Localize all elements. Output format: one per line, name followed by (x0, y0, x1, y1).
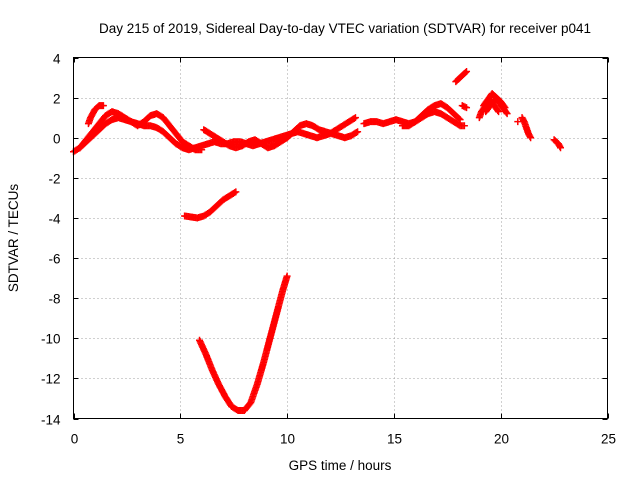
y-tick-label: 4 (53, 52, 61, 67)
data-point (461, 69, 469, 77)
data-point (350, 114, 358, 122)
series-arc-14 (550, 136, 565, 152)
data-point (527, 134, 535, 142)
data-point (283, 272, 291, 280)
data-point (557, 144, 565, 152)
data-point (495, 108, 503, 116)
data-point (514, 118, 522, 126)
y-tick-label: -4 (48, 212, 60, 227)
data-point (455, 115, 463, 123)
y-tick-label: -10 (41, 332, 61, 347)
data-point (231, 189, 239, 197)
data-point (460, 122, 468, 130)
series-arc-2 (76, 108, 206, 154)
x-tick-label: 0 (71, 432, 79, 447)
y-axis-label: SDTVAR / TECUs (6, 184, 21, 293)
y-tick-label: -8 (48, 292, 60, 307)
y-tick-label: 2 (53, 92, 61, 107)
data-point (351, 114, 359, 122)
series-arc-15 (181, 188, 240, 222)
data-point (456, 116, 464, 124)
x-tick-label: 25 (601, 432, 616, 447)
series-arc-4 (200, 120, 362, 152)
data-point (99, 102, 107, 110)
series-arc-8 (458, 102, 471, 112)
data-point (198, 146, 206, 154)
y-tick-label: -6 (48, 252, 60, 267)
data-points-layer (70, 68, 565, 414)
x-tick-label: 10 (280, 432, 295, 447)
x-tick-label: 20 (494, 432, 509, 447)
series-arc-7 (452, 68, 471, 86)
y-tick-label: -14 (41, 413, 61, 428)
x-tick-label: 5 (177, 432, 185, 447)
data-point (463, 68, 471, 76)
x-axis-label: GPS time / hours (289, 458, 392, 473)
data-point (502, 108, 510, 116)
data-point (354, 128, 362, 136)
chart-title: Day 215 of 2019, Sidereal Day-to-day VTE… (99, 21, 591, 36)
y-tick-label: 0 (53, 132, 61, 147)
data-point (352, 129, 360, 137)
series-arc-3 (84, 102, 107, 128)
series-arc-11 (475, 98, 503, 122)
y-tick-label: -2 (48, 172, 60, 187)
plot-frame (73, 57, 608, 419)
data-point (494, 106, 502, 114)
series-arc-12 (518, 114, 535, 142)
series-arc-5 (360, 108, 468, 130)
x-tick-label: 15 (387, 432, 402, 447)
data-point (463, 104, 471, 112)
series-arc-13 (514, 118, 522, 126)
data-point (503, 110, 511, 118)
series-arc-16 (196, 272, 291, 414)
data-point (232, 188, 240, 196)
y-tick-label: -12 (41, 372, 61, 387)
series-arc-6 (398, 100, 464, 130)
